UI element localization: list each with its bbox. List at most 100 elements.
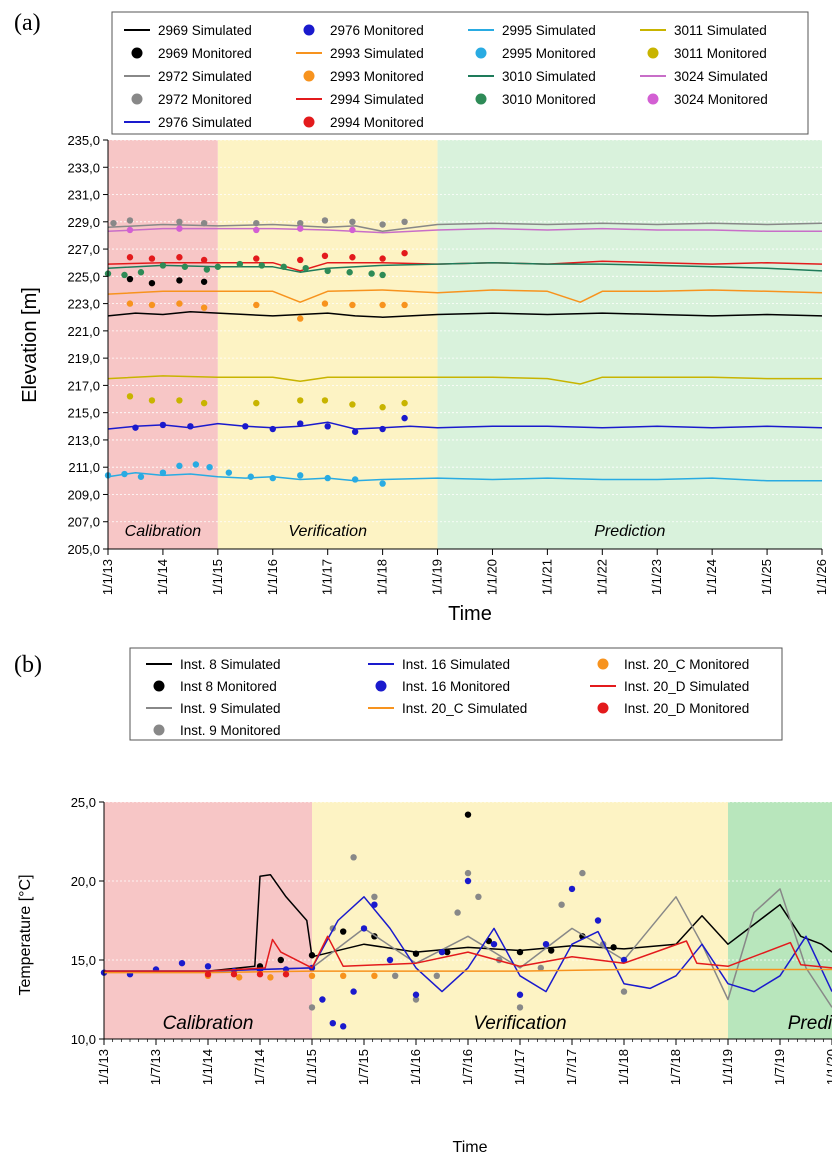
panel-a-legend-label: 3011 Simulated (674, 23, 767, 38)
panel-a-y-tick-label: 215,0 (67, 406, 100, 421)
panel-b-point-inst-20-d-monitored (256, 971, 264, 978)
panel-b-point-inst-20-c-monitored (236, 974, 243, 981)
panel-a-y-tick-label: 231,0 (67, 188, 100, 203)
panel-a-point-2993-monitored (200, 304, 208, 311)
panel-a-point-2993-monitored (297, 315, 304, 322)
panel-a-legend: 2969 Simulated 2976 Monitored 2995 Simulat… (124, 23, 768, 130)
panel-a-point-3011-monitored (401, 399, 408, 407)
panel-a-legend-swatch (475, 93, 487, 105)
panel-a-y-axis-title: Elevation [m] (19, 287, 41, 403)
panel-b-point-inst-9-monitored (308, 1004, 316, 1011)
panel-b-legend-swatch (597, 658, 609, 670)
panel-a-legend-label: 2972 Monitored (158, 92, 252, 107)
panel-a-point-2994-monitored (379, 255, 386, 262)
panel-a-legend-label: 2995 Monitored (502, 46, 596, 61)
panel-a-y-tick-label: 211,0 (68, 460, 100, 475)
panel-b-point-inst-16-monitored (594, 917, 602, 924)
panel-a-legend-item-2995-simulated: 2995 Simulated (468, 23, 596, 38)
panel-a-x-tick-label: 1/1/23 (649, 559, 664, 595)
panel-a-y-tick-label: 225,0 (67, 269, 100, 284)
panel-a-legend-item-3011-monitored: 3011 Monitored (647, 46, 767, 61)
panel-a-legend-label: 3010 Monitored (502, 92, 596, 107)
panel-a-point-2976-monitored (187, 423, 194, 430)
panel-b-point-inst-8-monitored (444, 948, 451, 956)
panel-b-legend-item-inst-20-c-simulated: Inst. 20_C Simulated (368, 701, 527, 716)
panel-a-point-2969-monitored (126, 275, 134, 283)
panel-a-point-2995-monitored (137, 473, 145, 480)
panel-b-region-calibration (104, 802, 312, 1039)
panel-b-point-inst-9-monitored (620, 988, 628, 995)
panel-b-legend-swatch (375, 680, 387, 692)
panel-a-point-3010-monitored (203, 266, 211, 273)
panel-a-series-3024-monitored (126, 225, 356, 234)
panel-b-point-inst-16-monitored (542, 941, 550, 948)
panel-a-series-2969-monitored (126, 275, 208, 287)
panel-a-y-tick-label: 233,0 (67, 160, 100, 175)
panel-b-point-inst-16-monitored (204, 963, 212, 970)
panel-b-point-inst-16-monitored (490, 941, 498, 948)
panel-b-x-axis-title: Time (453, 1139, 488, 1156)
panel-a-point-3024-monitored (297, 225, 304, 232)
panel-a-point-3011-monitored (349, 401, 356, 408)
panel-b-point-inst-8-monitored (548, 947, 555, 954)
panel-b-point-inst-9-monitored (516, 1004, 524, 1011)
panel-a-point-2995-monitored (379, 480, 386, 487)
panel-a-y-tick-label: 217,0 (67, 378, 100, 393)
panel-a-point-2972-monitored (379, 221, 386, 228)
panel-b-point-inst-20-c-monitored (308, 972, 316, 979)
panel-a-legend-label: 2976 Monitored (330, 23, 424, 38)
panel-a-legend-item-2995-monitored: 2995 Monitored (475, 46, 596, 61)
panel-b-series-inst-20-d-monitored (204, 971, 290, 978)
panel-b-legend-item-inst-8-simulated: Inst. 8 Simulated (146, 657, 281, 672)
panel-a-point-2969-monitored (200, 278, 208, 285)
panel-a-point-2995-monitored (225, 469, 233, 476)
panel-b-point-inst-9-monitored (558, 901, 565, 908)
panel-a-point-3010-monitored (214, 263, 222, 270)
panel-b-point-inst-20-c-monitored (340, 972, 347, 979)
panel-a-point-2994-monitored (401, 249, 408, 257)
panel-a-legend-item-3011-simulated: 3011 Simulated (640, 23, 767, 38)
panel-a-point-2994-monitored (200, 256, 208, 264)
panel-a-legend-item-3010-simulated: 3010 Simulated (468, 69, 596, 84)
panel-a-line-3011-simulated (107, 375, 822, 385)
panel-a-point-2995-monitored (247, 473, 254, 480)
panel-b-legend-swatch (597, 702, 609, 714)
panel-a-point-2993-monitored (379, 301, 386, 309)
panel-a-point-2976-monitored (401, 414, 408, 422)
panel-a-x-tick-label: 1/1/24 (704, 559, 719, 595)
panel-b-x-tick-label: 1/7/13 (148, 1049, 163, 1085)
panel-a-x-axis-title: Time (448, 603, 492, 625)
panel-a-point-3010-monitored (302, 264, 309, 272)
panel-a-point-3011-monitored (176, 397, 183, 404)
panel-b-y-tick-label: 25,0 (71, 795, 96, 810)
panel-b-series (100, 811, 832, 1030)
panel-a-point-3010-monitored (236, 260, 244, 268)
panel-a-point-2972-monitored (349, 218, 356, 225)
panel-a-legend-label: 2994 Simulated (330, 92, 424, 107)
panel-b-legend-label: Inst. 20_D Monitored (624, 701, 749, 716)
panel-a-x-tick-label: 1/1/19 (430, 559, 445, 595)
panel-a-legend-label: 3024 Monitored (674, 92, 768, 107)
panel-a-point-2972-monitored (401, 218, 408, 225)
panel-a-y-tick-label: 209,0 (67, 487, 100, 502)
panel-a-y-tick-label: 235,0 (67, 133, 100, 148)
panel-b-x-tick-label: 1/7/16 (460, 1049, 475, 1085)
panel-b-x-tick-label: 1/1/15 (304, 1049, 319, 1085)
panel-b-x-tick-label: 1/7/14 (252, 1049, 267, 1085)
panel-b-region-label-verification: Verification (473, 1013, 566, 1034)
panel-a-y-tick-label: 223,0 (67, 297, 100, 312)
panel-a-legend-swatch (303, 116, 315, 128)
panel-b-x-tick-label: 1/1/19 (720, 1049, 735, 1085)
panel-b-y-axis-title: Temperature [°C] (17, 874, 34, 995)
panel-b-y-tick-label: 15,0 (71, 953, 96, 968)
panel-a-point-2995-monitored (176, 462, 183, 470)
panel-b-line-inst-20-d-simulated (104, 935, 832, 972)
panel-a-y-tick-label: 229,0 (67, 215, 100, 230)
panel-b-x-tick-label: 1/1/13 (96, 1049, 111, 1085)
panel-a-legend-item-2993-monitored: 2993 Monitored (303, 69, 424, 84)
panel-a-x-tick-label: 1/1/20 (484, 559, 499, 595)
panel-a-line-3024-simulated (107, 227, 822, 234)
panel-b-legend-label: Inst. 20_D Simulated (624, 679, 749, 694)
panel-b-point-inst-9-monitored (454, 909, 461, 916)
